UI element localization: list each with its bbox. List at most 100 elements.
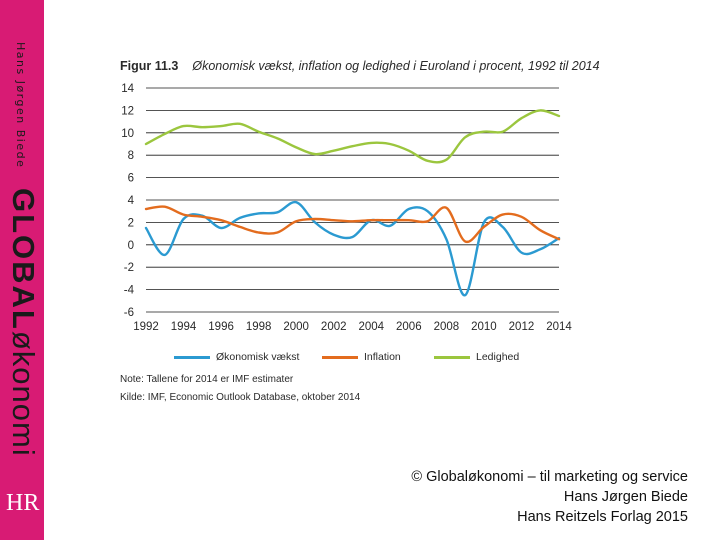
legend-label-unemployment: Ledighed	[476, 351, 520, 363]
legend-label-inflation: Inflation	[364, 351, 401, 363]
series-growth-point	[333, 234, 334, 235]
credits-line-2: Hans Jørgen Biede	[563, 489, 688, 505]
legend-swatch-inflation	[322, 355, 358, 359]
series-inflation-point	[220, 220, 221, 221]
x-tick-label: 2000	[283, 321, 309, 333]
series-growth-point	[314, 222, 315, 223]
line-chart: 14 12 10 8 6 4 2 0 -2 -4 -6 1992 1994 1996 1998 2000 200…	[121, 83, 572, 333]
x-tick-label: 2008	[434, 321, 460, 333]
series-inflation-point	[183, 214, 184, 215]
y-tick-label: 10	[121, 128, 134, 140]
series-unemployment-point	[371, 142, 372, 143]
x-tick-label: 1992	[133, 321, 159, 333]
x-tick-label: 1998	[246, 321, 272, 333]
series-unemployment-point	[314, 153, 315, 154]
figure-number: Figur 11.3	[120, 59, 179, 73]
series-unemployment-point	[333, 150, 334, 151]
credits-line-1: © Globaløkonomi – til marketing og servi…	[411, 469, 688, 485]
sidebar-author: Hans Jørgen Biede	[14, 42, 27, 169]
series-growth-line	[144, 200, 561, 297]
series-inflation-line	[144, 205, 561, 244]
x-tick-label: 2004	[358, 321, 384, 333]
series-unemployment-point	[183, 125, 184, 126]
series-growth-point	[145, 227, 146, 228]
series-unemployment-point	[202, 127, 203, 128]
legend-swatch-unemployment	[434, 355, 470, 359]
brand-logo: GLOBALøkonomi	[6, 188, 41, 457]
brand-bold: GLOBAL	[6, 188, 41, 331]
series-unemployment-point	[483, 131, 484, 132]
figure-note: Note: Tallene for 2014 er IMF estimater	[120, 374, 294, 385]
series-inflation-point	[258, 232, 259, 233]
series-unemployment-point	[352, 146, 353, 147]
series-unemployment-point	[164, 133, 165, 134]
figure-title: Økonomisk vækst, inflation og ledighed i…	[192, 59, 600, 73]
series-inflation-point	[502, 214, 503, 215]
figure-heading: Figur 11.3 Økonomisk vækst, inflation og …	[120, 59, 600, 73]
y-tick-label: -2	[124, 262, 134, 274]
series-inflation-point	[239, 226, 240, 227]
series-growth-point	[389, 225, 390, 226]
series-inflation-point	[465, 241, 466, 242]
series-growth-point	[239, 217, 240, 218]
series-growth-point	[540, 249, 541, 250]
series-inflation-point	[277, 232, 278, 233]
legend-swatch-growth	[174, 355, 210, 359]
series-inflation-point	[164, 206, 165, 207]
figure-source: Kilde: IMF, Economic Outlook Database, o…	[120, 392, 361, 403]
series-growth-point	[502, 226, 503, 227]
x-tick-label: 2014	[546, 321, 572, 333]
x-tick-label: 2012	[509, 321, 535, 333]
series-inflation-point	[540, 230, 541, 231]
credits: © Globaløkonomi – til marketing og servi…	[411, 467, 688, 527]
series-unemployment-point	[540, 110, 541, 111]
series-inflation-point	[483, 226, 484, 227]
legend-item-unemployment: Ledighed	[434, 351, 519, 363]
series-inflation-point	[427, 221, 428, 222]
legend-item-inflation: Inflation	[322, 351, 401, 363]
series-growth-point	[521, 252, 522, 253]
series-unemployment-point	[145, 143, 146, 144]
series-growth-point	[258, 213, 259, 214]
series-unemployment-point	[502, 131, 503, 132]
series-inflation-point	[296, 221, 297, 222]
legend-item-growth: Økonomisk vækst	[174, 351, 299, 363]
y-tick-label: 6	[128, 173, 134, 185]
series-inflation-point	[521, 216, 522, 217]
y-tick-label: 4	[128, 195, 135, 207]
y-tick-label: -6	[124, 307, 134, 319]
series-growth-point	[164, 254, 165, 255]
series-growth-point	[446, 239, 447, 240]
y-tick-label: 2	[128, 217, 134, 229]
series-growth-point	[408, 208, 409, 209]
x-tick-label: 2002	[321, 321, 347, 333]
series-growth-point	[296, 202, 297, 203]
series-growth-point	[465, 295, 466, 296]
series-inflation-point	[371, 220, 372, 221]
x-tick-label: 2010	[471, 321, 497, 333]
series-growth-point	[183, 218, 184, 219]
series-unemployment-point	[558, 115, 559, 116]
series-unemployment-line	[144, 109, 561, 164]
series-inflation-point	[314, 218, 315, 219]
series-unemployment-point	[296, 147, 297, 148]
y-tick-label: 8	[128, 150, 134, 162]
series-inflation-point	[352, 221, 353, 222]
publisher-logo: HR	[6, 490, 40, 516]
series-growth-point	[220, 227, 221, 228]
series-growth-point	[277, 212, 278, 213]
series-growth-point	[352, 236, 353, 237]
series-growth-point	[483, 222, 484, 223]
series-unemployment-point	[427, 160, 428, 161]
y-tick-label: 0	[128, 240, 134, 252]
series-unemployment-point	[521, 118, 522, 119]
legend-label-growth: Økonomisk vækst	[216, 351, 300, 363]
y-tick-label: 14	[121, 83, 134, 95]
sidebar: Hans Jørgen Biede GLOBALøkonomi HR	[0, 0, 44, 540]
y-tick-label: 12	[121, 105, 134, 117]
series-unemployment-point	[446, 159, 447, 160]
series-inflation-point	[145, 208, 146, 209]
series-growth-point	[427, 211, 428, 212]
series-inflation-point	[558, 239, 559, 240]
series-unemployment-point	[239, 123, 240, 124]
